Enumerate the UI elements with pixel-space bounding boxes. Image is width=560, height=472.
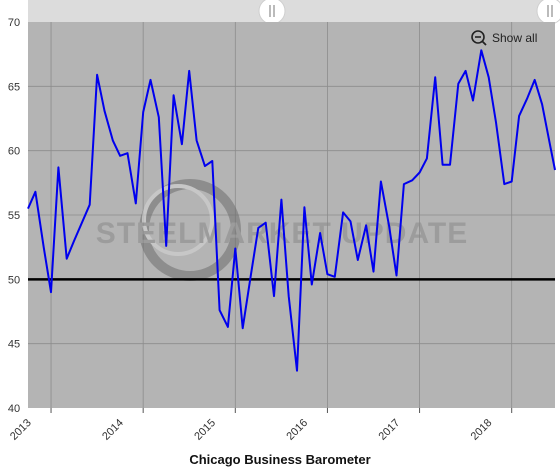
y-tick-label: 60 xyxy=(8,146,20,158)
y-tick-label: 65 xyxy=(8,81,20,93)
navigator-right-handle[interactable] xyxy=(536,0,560,25)
y-tick-label: 40 xyxy=(8,403,20,415)
show-all-button[interactable]: Show all xyxy=(471,30,537,46)
x-tick-label: 2016 xyxy=(284,417,310,443)
x-tick-label: 2015 xyxy=(192,417,218,443)
chart-title: Chicago Business Barometer xyxy=(189,452,371,467)
x-axis-tick-labels: 2013 2014 2015 2016 2017 2018 xyxy=(8,417,494,443)
y-tick-label: 70 xyxy=(8,17,20,29)
y-tick-label: 50 xyxy=(8,274,20,286)
x-tick-label: 2014 xyxy=(100,417,126,443)
y-tick-label: 45 xyxy=(8,339,20,351)
watermark: STEELMARKET UPDATE xyxy=(96,179,468,281)
zoom-out-icon[interactable] xyxy=(471,30,487,46)
show-all-label[interactable]: Show all xyxy=(492,31,537,45)
x-tick-label: 2017 xyxy=(377,417,403,443)
watermark-text: STEELMARKET UPDATE xyxy=(96,217,468,250)
navigator-scrollbar[interactable] xyxy=(28,0,560,25)
x-tick-label: 2013 xyxy=(8,417,34,443)
navigator-track[interactable] xyxy=(28,0,556,22)
y-tick-label: 55 xyxy=(8,210,20,222)
navigator-left-handle[interactable] xyxy=(258,0,286,25)
series-line xyxy=(27,49,556,372)
x-tick-label: 2018 xyxy=(469,417,495,443)
y-axis-tick-labels: 40 45 50 55 60 65 70 xyxy=(8,17,20,415)
